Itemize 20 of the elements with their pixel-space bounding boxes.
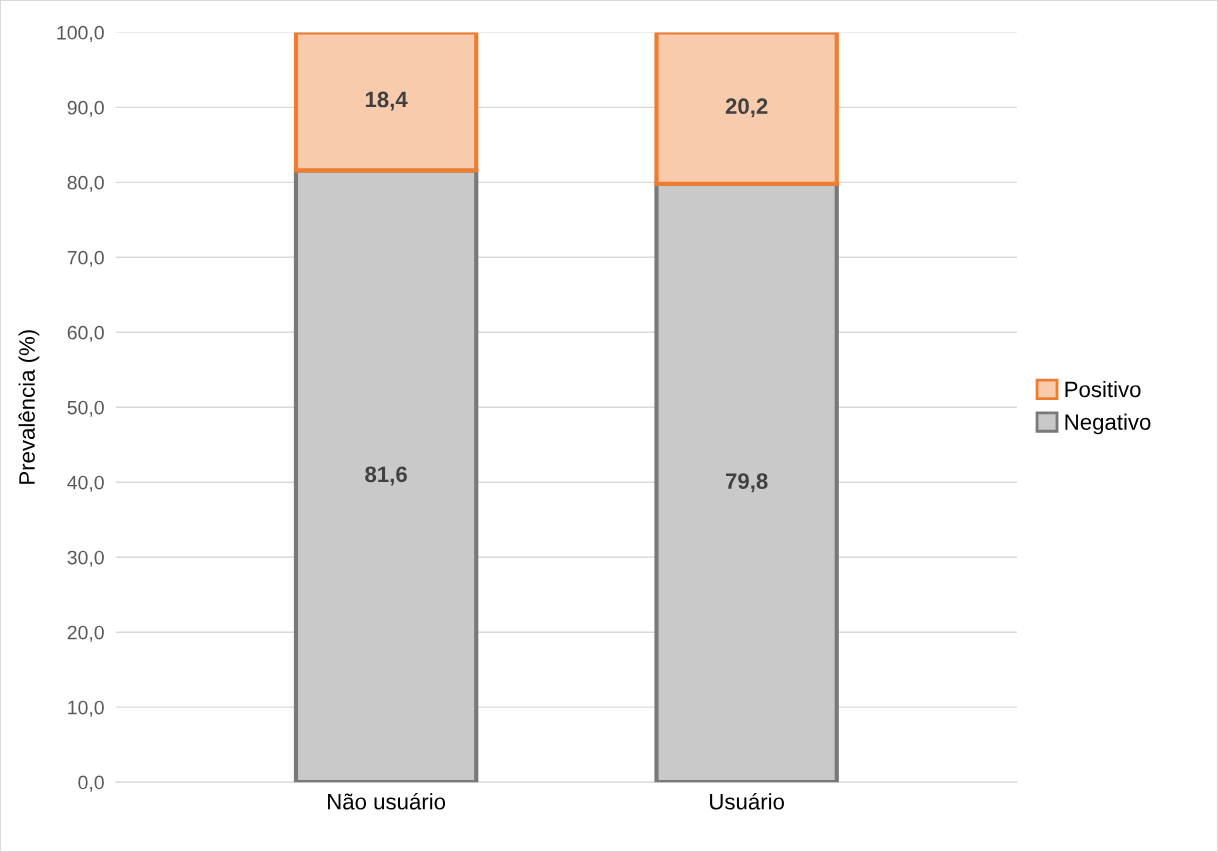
y-tick-label: 20,0: [67, 625, 104, 642]
data-label: 81,6: [365, 466, 407, 486]
y-tick-label: 50,0: [67, 400, 104, 417]
y-tick-label: 90,0: [67, 100, 104, 117]
y-tick-label: 10,0: [68, 700, 104, 717]
x-tick-label: Usuário: [710, 792, 784, 810]
y-tick-label: 60,0: [67, 325, 104, 342]
x-tick-label: Não usuário: [328, 792, 446, 810]
legend-label: Positivo: [1065, 380, 1141, 398]
data-label: 79,8: [725, 473, 768, 493]
y-tick-label: 40,0: [67, 475, 104, 492]
y-axis-title: Prevalência (%): [18, 330, 40, 484]
y-tick-label: 0,0: [78, 775, 104, 792]
y-tick-label: 30,0: [67, 550, 104, 567]
y-tick-label: 70,0: [67, 250, 104, 267]
data-label: 18,4: [365, 91, 408, 111]
data-label: 20,2: [725, 98, 768, 118]
y-tick-label: 80,0: [67, 175, 104, 192]
legend-label: Negativo: [1065, 413, 1151, 435]
y-tick-label: 100,0: [57, 25, 104, 42]
